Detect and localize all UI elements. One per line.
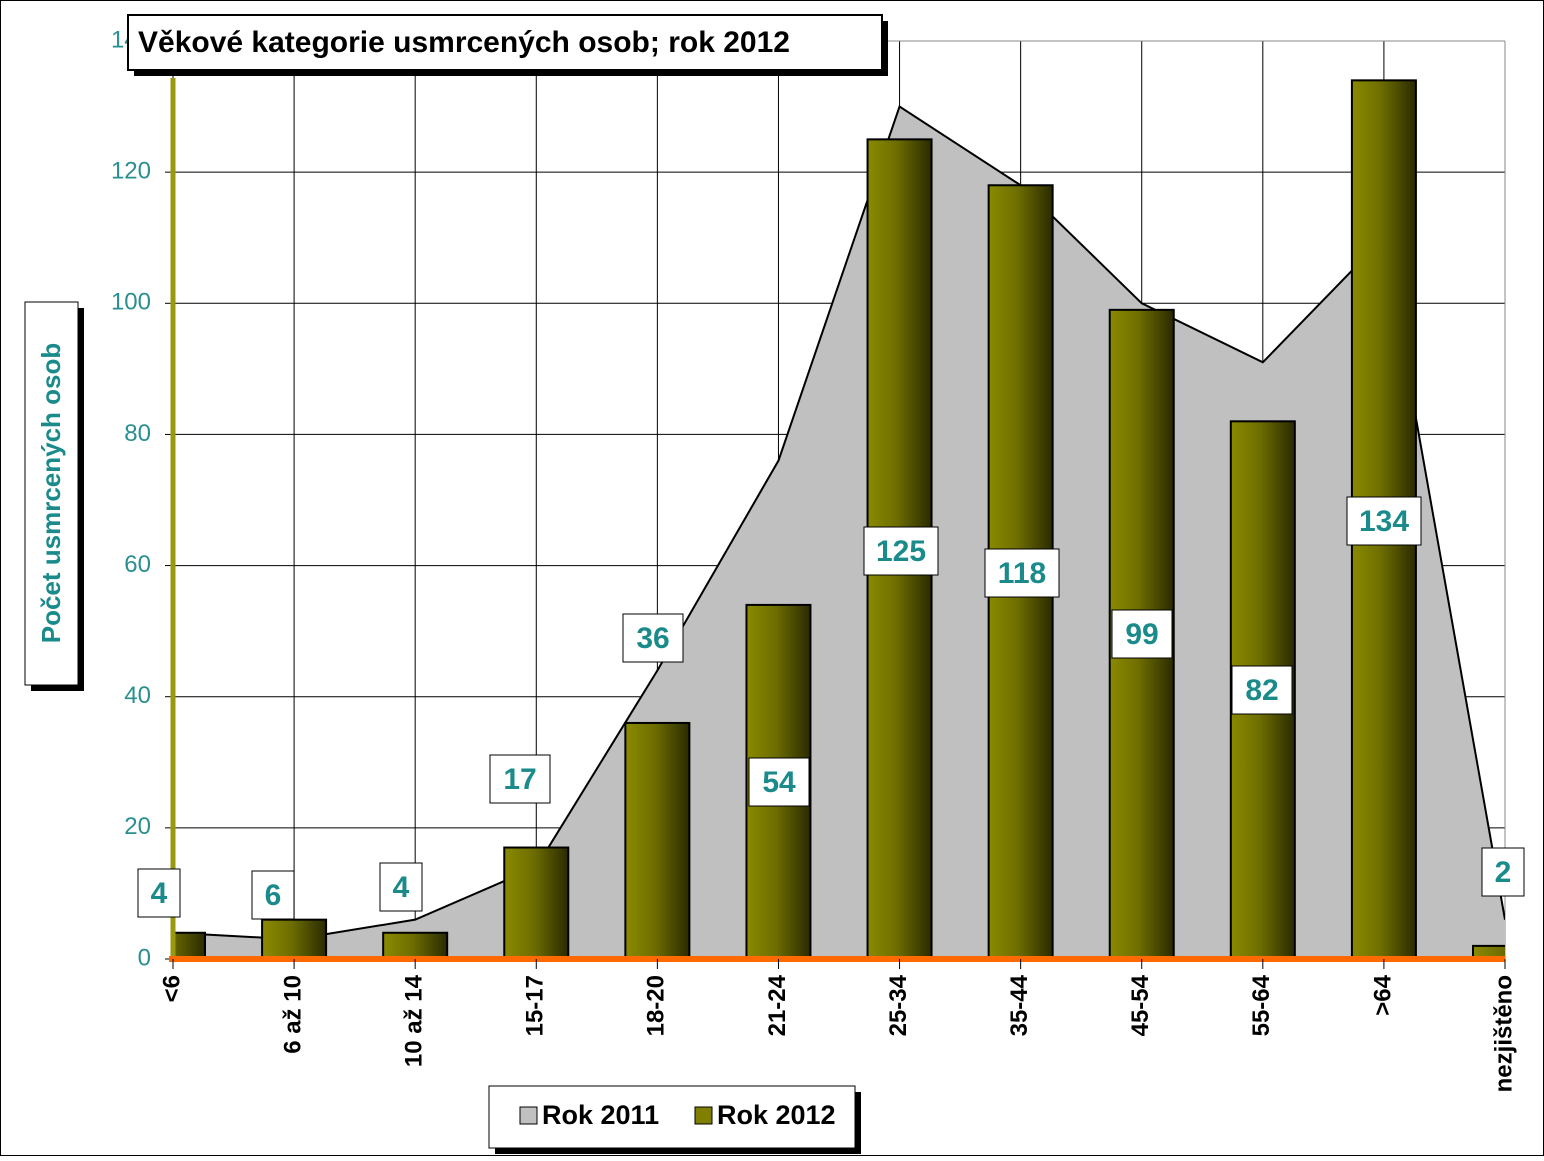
- data-label-box: [1481, 847, 1525, 897]
- data-label-box: [622, 613, 684, 663]
- data-label: 2: [1495, 856, 1512, 889]
- x-tick-label: >64: [1369, 974, 1396, 1015]
- data-label: 36: [636, 622, 669, 655]
- x-tick-label: 18-20: [643, 975, 670, 1036]
- data-label-box: [863, 526, 939, 576]
- data-label: 4: [151, 877, 168, 910]
- x-tick-label: nezjištěno: [1490, 975, 1517, 1092]
- data-label-box: [984, 548, 1060, 598]
- title-box: [127, 14, 883, 71]
- area-line: [173, 105, 1505, 941]
- legend-swatch: [519, 1106, 538, 1125]
- x-tick-label: <6: [158, 975, 185, 1002]
- y-tick-label: 120: [111, 157, 151, 184]
- x-tick-label: 21-24: [764, 974, 791, 1036]
- y-axis-label: Počet usmrcených osob: [36, 343, 66, 644]
- data-label: 125: [876, 535, 926, 568]
- data-label: 118: [998, 557, 1046, 590]
- x-tick-label: 35-44: [1006, 974, 1033, 1036]
- x-tick-label: 10 až 14: [401, 974, 428, 1067]
- data-label: 4: [393, 871, 410, 904]
- data-label: 54: [762, 766, 796, 799]
- data-label-box: [251, 870, 295, 920]
- data-label-box: [137, 868, 181, 918]
- legend-swatch: [694, 1106, 713, 1125]
- data-label: 6: [265, 879, 282, 912]
- x-tick-label: 55-64: [1248, 974, 1275, 1036]
- legend-box: [488, 1085, 856, 1149]
- bar: [503, 846, 570, 960]
- data-label-box: [379, 862, 423, 912]
- bar: [1472, 944, 1505, 960]
- data-label: 82: [1245, 674, 1278, 707]
- x-tick-label: 25-34: [885, 974, 912, 1036]
- y-tick-label: 40: [124, 682, 151, 709]
- data-label-box: [1111, 609, 1173, 659]
- data-label-box: [1346, 496, 1422, 546]
- y-tick-label: 20: [124, 813, 151, 840]
- legend-label: Rok 2012: [717, 1100, 836, 1130]
- x-tick-label: 45-54: [1127, 974, 1154, 1036]
- data-label: 134: [1359, 505, 1409, 538]
- x-tick-label: 6 až 10: [279, 975, 306, 1054]
- bar: [624, 721, 691, 960]
- legend-label: Rok 2011: [542, 1100, 659, 1130]
- data-label: 17: [503, 763, 536, 796]
- data-label-box: [748, 757, 810, 807]
- y-tick-label: 0: [138, 944, 151, 971]
- bar: [382, 931, 449, 960]
- y-tick-label: 80: [124, 420, 151, 447]
- bar: [173, 931, 206, 960]
- x-tick-label: 15-17: [522, 975, 549, 1036]
- chart-title: Věkové kategorie usmrcených osob; rok 20…: [138, 26, 790, 59]
- y-tick-label: 60: [124, 551, 151, 578]
- data-label: 99: [1125, 618, 1158, 651]
- data-label-box: [489, 754, 551, 804]
- y-label-box: [24, 301, 79, 686]
- data-label-box: [1231, 665, 1293, 715]
- bar: [261, 918, 328, 960]
- y-tick-label: 100: [111, 289, 151, 316]
